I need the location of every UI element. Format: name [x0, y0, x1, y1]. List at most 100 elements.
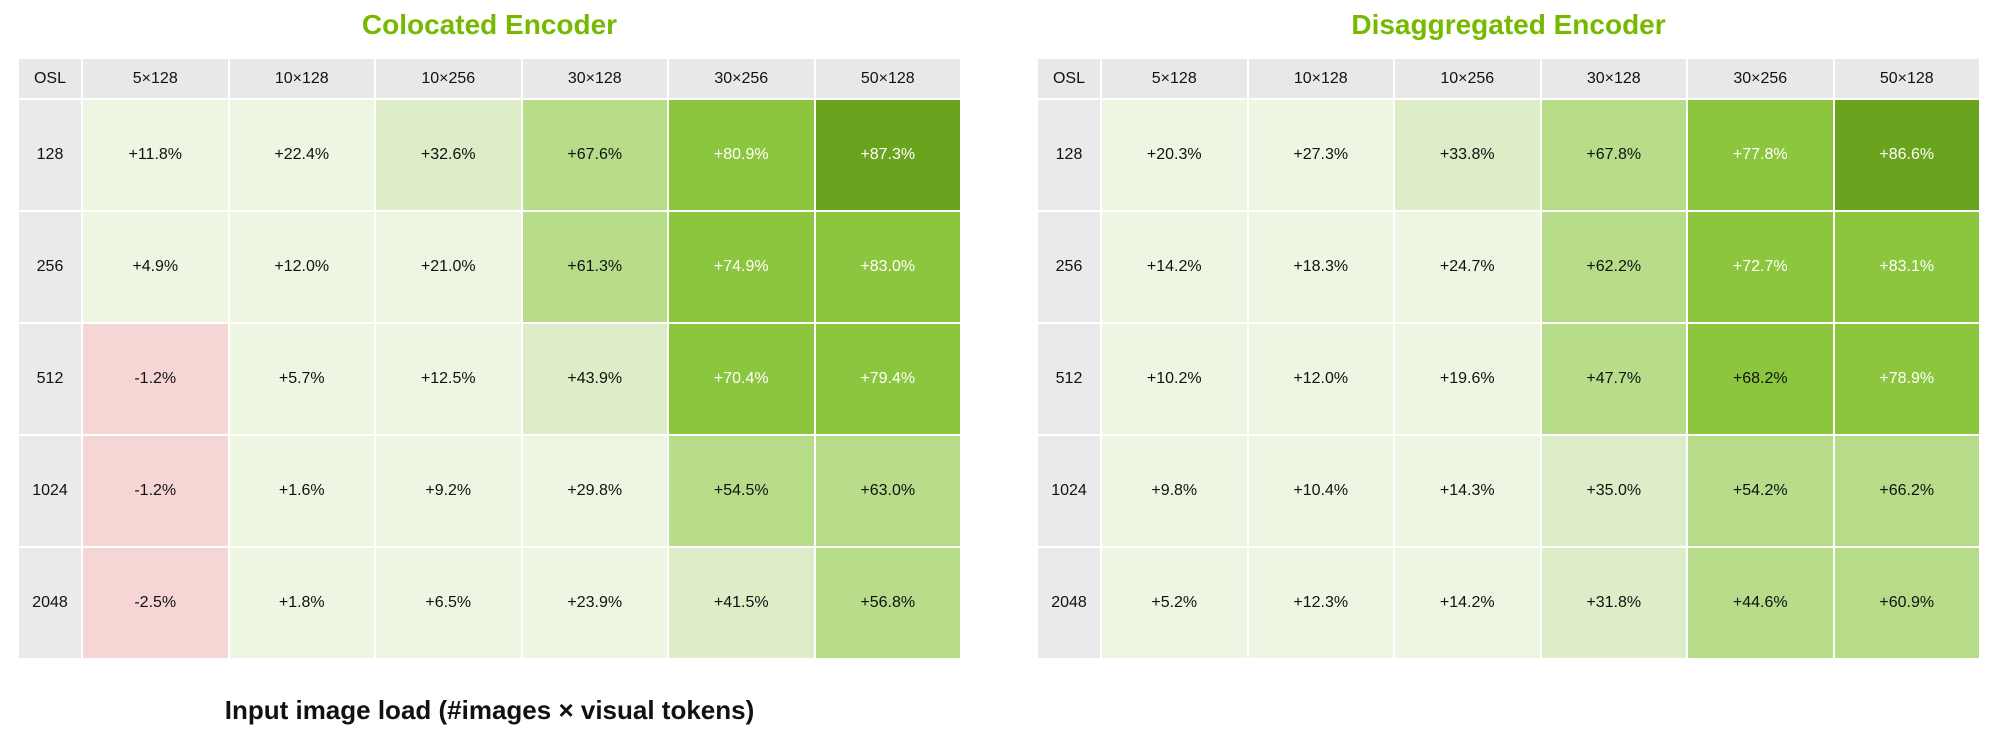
- heatmap-cell: +21.0%: [374, 210, 523, 324]
- table-row: 1024 -1.2% +1.6% +9.2% +29.8% +54.5% +63.0%: [17, 434, 962, 548]
- row-label: 128: [1036, 98, 1102, 212]
- heatmap-cell: +11.8%: [81, 98, 230, 212]
- heatmap-cell: +5.2%: [1100, 546, 1249, 660]
- heatmap-cell: +12.0%: [227, 210, 376, 324]
- heatmap-cell: +1.6%: [227, 434, 376, 548]
- heatmap-cell: +4.9%: [81, 210, 230, 324]
- heatmap-cell: +47.7%: [1539, 322, 1688, 436]
- column-label: 5×128: [1100, 57, 1249, 100]
- heatmap-cell: +62.2%: [1539, 210, 1688, 324]
- column-label: 30×256: [1686, 57, 1835, 100]
- heatmap-cell: +5.7%: [227, 322, 376, 436]
- row-label: 128: [17, 98, 83, 212]
- heatmap-cell: +10.2%: [1100, 322, 1249, 436]
- heatmap-cell: -1.2%: [81, 434, 230, 548]
- heatmap-cell: +67.6%: [520, 98, 669, 212]
- column-label: 10×128: [1246, 57, 1395, 100]
- heatmap-cell: +43.9%: [520, 322, 669, 436]
- heatmap-cell: -1.2%: [81, 322, 230, 436]
- heatmap-cell: +70.4%: [667, 322, 816, 436]
- heatmap-cell: +9.2%: [374, 434, 523, 548]
- row-label: 256: [1036, 210, 1102, 324]
- heatmap-cell: +1.8%: [227, 546, 376, 660]
- row-label: 256: [17, 210, 83, 324]
- heatmap-cell: +23.9%: [520, 546, 669, 660]
- column-label: 50×128: [813, 57, 962, 100]
- heatmap-cell: +9.8%: [1100, 434, 1249, 548]
- heatmap-cell: +80.9%: [667, 98, 816, 212]
- table-row: 128 +11.8% +22.4% +32.6% +67.6% +80.9% +87.3%: [17, 98, 962, 212]
- column-label: 30×128: [520, 57, 669, 100]
- heatmap-cell: -2.5%: [81, 546, 230, 660]
- heatmap-cell: +14.2%: [1100, 210, 1249, 324]
- row-label: 2048: [1036, 546, 1102, 660]
- heatmap-cell: +79.4%: [813, 322, 962, 436]
- heatmap-cell: +87.3%: [813, 98, 962, 212]
- heatmap-cell: +35.0%: [1539, 434, 1688, 548]
- colocated-encoder-panel: Colocated Encoder OSL 5×128 10×128 10×256 30…: [17, 0, 962, 660]
- column-label: 30×256: [667, 57, 816, 100]
- heatmap-table: OSL 5×128 10×128 10×256 30×128 30×256 50×128 1…: [17, 57, 962, 660]
- x-axis-label: Input image load (#images × visual token…: [224, 695, 755, 725]
- table-row: 256 +14.2% +18.3% +24.7% +62.2% +72.7% +83.1%: [1036, 210, 1981, 324]
- heatmap-cell: +14.3%: [1393, 434, 1542, 548]
- column-label: 10×256: [1393, 57, 1542, 100]
- column-label: 10×128: [227, 57, 376, 100]
- heatmap-cell: +12.5%: [374, 322, 523, 436]
- heatmap-cell: +6.5%: [374, 546, 523, 660]
- heatmap-cell: +54.2%: [1686, 434, 1835, 548]
- row-label: 1024: [1036, 434, 1102, 548]
- heatmap-cell: +29.8%: [520, 434, 669, 548]
- heatmap-cell: +10.4%: [1246, 434, 1395, 548]
- heatmap-cell: +56.8%: [813, 546, 962, 660]
- corner-label: OSL: [17, 57, 83, 100]
- heatmap-cell: +44.6%: [1686, 546, 1835, 660]
- heatmap-cell: +72.7%: [1686, 210, 1835, 324]
- column-label: 50×128: [1832, 57, 1981, 100]
- heatmap-cell: +86.6%: [1832, 98, 1981, 212]
- heatmap-cell: +20.3%: [1100, 98, 1249, 212]
- heatmap-cell: +12.0%: [1246, 322, 1395, 436]
- heatmap-table: OSL 5×128 10×128 10×256 30×128 30×256 50×128 1…: [1036, 57, 1981, 660]
- table-row: 256 +4.9% +12.0% +21.0% +61.3% +74.9% +83.0%: [17, 210, 962, 324]
- table-row: 2048 -2.5% +1.8% +6.5% +23.9% +41.5% +56.8%: [17, 546, 962, 660]
- row-label: 2048: [17, 546, 83, 660]
- heatmap-cell: +78.9%: [1832, 322, 1981, 436]
- heatmap-cell: +18.3%: [1246, 210, 1395, 324]
- header-row: OSL 5×128 10×128 10×256 30×128 30×256 50×128: [17, 57, 962, 100]
- header-row: OSL 5×128 10×128 10×256 30×128 30×256 50×128: [1036, 57, 1981, 100]
- heatmap-cell: +33.8%: [1393, 98, 1542, 212]
- heatmap-cell: +24.7%: [1393, 210, 1542, 324]
- heatmap-cell: +60.9%: [1832, 546, 1981, 660]
- table-row: 2048 +5.2% +12.3% +14.2% +31.8% +44.6% +60.9%: [1036, 546, 1981, 660]
- row-label: 1024: [17, 434, 83, 548]
- heatmap-cell: +31.8%: [1539, 546, 1688, 660]
- chart-title: Colocated Encoder: [361, 9, 618, 40]
- column-label: 10×256: [374, 57, 523, 100]
- heatmap-cell: +14.2%: [1393, 546, 1542, 660]
- heatmap-cell: +12.3%: [1246, 546, 1395, 660]
- table-row: 512 +10.2% +12.0% +19.6% +47.7% +68.2% +78.9%: [1036, 322, 1981, 436]
- corner-label: OSL: [1036, 57, 1102, 100]
- heatmap-cell: +63.0%: [813, 434, 962, 548]
- chart-title: Disaggregated Encoder: [1351, 9, 1666, 40]
- column-label: 30×128: [1539, 57, 1688, 100]
- table-row: 512 -1.2% +5.7% +12.5% +43.9% +70.4% +79.4%: [17, 322, 962, 436]
- heatmap-cell: +41.5%: [667, 546, 816, 660]
- row-label: 512: [1036, 322, 1102, 436]
- heatmap-cell: +83.0%: [813, 210, 962, 324]
- heatmap-cell: +19.6%: [1393, 322, 1542, 436]
- table-row: 128 +20.3% +27.3% +33.8% +67.8% +77.8% +86.6%: [1036, 98, 1981, 212]
- heatmap-cell: +32.6%: [374, 98, 523, 212]
- heatmap-cell: +22.4%: [227, 98, 376, 212]
- column-label: 5×128: [81, 57, 230, 100]
- row-label: 512: [17, 322, 83, 436]
- heatmap-cell: +61.3%: [520, 210, 669, 324]
- table-row: 1024 +9.8% +10.4% +14.3% +35.0% +54.2% +66.2%: [1036, 434, 1981, 548]
- heatmap-cell: +67.8%: [1539, 98, 1688, 212]
- heatmap-cell: +74.9%: [667, 210, 816, 324]
- heatmap-cell: +27.3%: [1246, 98, 1395, 212]
- heatmap-cell: +54.5%: [667, 434, 816, 548]
- disaggregated-encoder-panel: Disaggregated Encoder OSL 5×128 10×128 10×2…: [1036, 0, 1981, 660]
- heatmap-cell: +77.8%: [1686, 98, 1835, 212]
